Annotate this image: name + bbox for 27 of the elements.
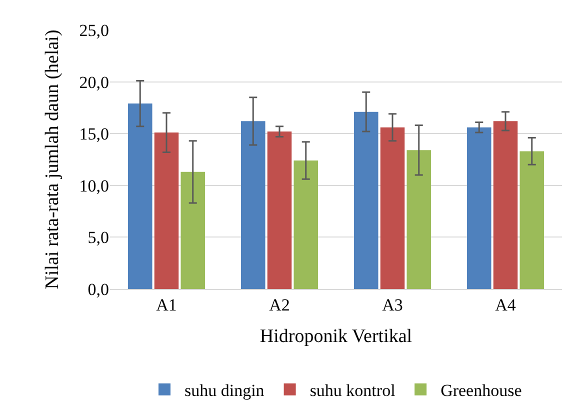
- bar: [294, 160, 318, 289]
- bar: [493, 121, 518, 289]
- bar: [267, 132, 292, 289]
- bar: [154, 132, 179, 289]
- y-tick-label: 0,0: [88, 280, 109, 299]
- x-tick-label: A3: [382, 295, 403, 314]
- y-tick-label: 25,0: [79, 20, 109, 40]
- bar: [241, 121, 266, 289]
- y-axis-title: Nilai rata-rata jumlah daun (helai): [42, 30, 64, 290]
- bar: [180, 172, 205, 289]
- bar: [380, 127, 405, 289]
- x-tick-label: A1: [156, 295, 177, 314]
- y-tick-label: 20,0: [79, 72, 109, 92]
- x-axis-title: Hidroponik Vertikal: [260, 326, 412, 348]
- bar: [128, 104, 152, 289]
- y-tick-label: 5,0: [88, 228, 109, 248]
- legend-label: Greenhouse: [440, 381, 522, 400]
- bar: [520, 151, 544, 289]
- bar: [354, 112, 378, 289]
- bar: [406, 150, 431, 289]
- y-tick-label: 15,0: [79, 124, 109, 144]
- bar: [467, 127, 492, 289]
- x-tick-label: A4: [495, 295, 516, 314]
- legend-label: suhu kontrol: [310, 381, 396, 400]
- y-tick-label: 10,0: [79, 176, 109, 196]
- legend-label: suhu dingin: [184, 381, 265, 400]
- x-tick-label: A2: [269, 295, 290, 314]
